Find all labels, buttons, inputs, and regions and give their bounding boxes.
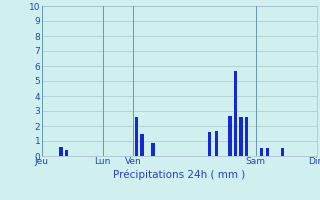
Bar: [281, 148, 284, 156]
Bar: [135, 117, 138, 156]
Bar: [59, 147, 62, 156]
Bar: [151, 142, 155, 156]
Bar: [228, 116, 232, 156]
Bar: [65, 150, 68, 156]
Bar: [208, 132, 211, 156]
X-axis label: Précipitations 24h ( mm ): Précipitations 24h ( mm ): [113, 169, 245, 180]
Bar: [215, 130, 218, 156]
Bar: [266, 148, 269, 156]
Bar: [239, 117, 243, 156]
Bar: [140, 134, 144, 156]
Bar: [245, 117, 248, 156]
Bar: [234, 71, 237, 156]
Bar: [260, 148, 263, 156]
